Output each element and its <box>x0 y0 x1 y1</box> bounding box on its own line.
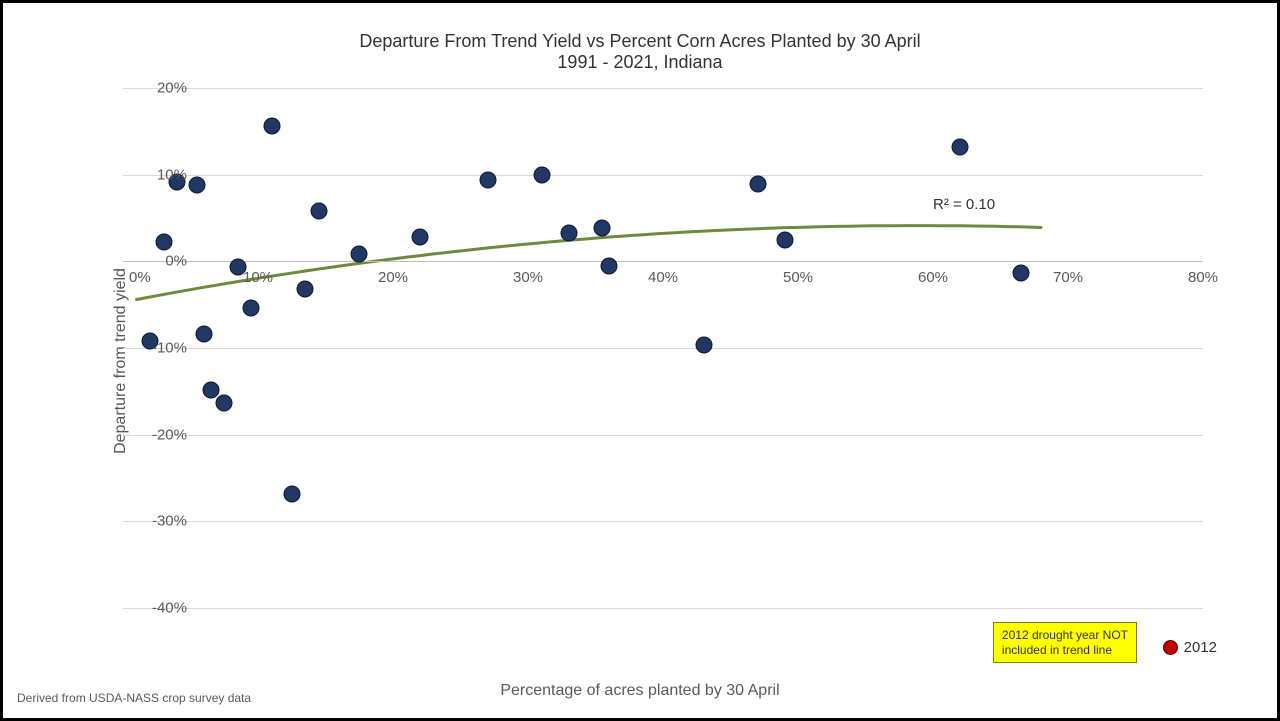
data-point <box>263 118 280 135</box>
data-point <box>695 336 712 353</box>
legend-note-line-2: included in trend line <box>1002 643 1112 657</box>
data-point <box>776 231 793 248</box>
data-point <box>601 257 618 274</box>
data-point <box>202 381 219 398</box>
x-tick-label: 20% <box>378 269 408 286</box>
data-point <box>412 229 429 246</box>
chart-title: Departure From Trend Yield vs Percent Co… <box>3 31 1277 73</box>
data-point <box>189 177 206 194</box>
data-point <box>216 395 233 412</box>
x-tick-label: 60% <box>918 269 948 286</box>
data-point <box>1012 265 1029 282</box>
data-point <box>560 224 577 241</box>
x-tick-label: 80% <box>1188 269 1218 286</box>
data-point <box>351 246 368 263</box>
x-tick-label: 30% <box>513 269 543 286</box>
data-point <box>155 234 172 251</box>
gridline <box>123 608 1203 609</box>
y-tick-label: -30% <box>152 513 187 530</box>
title-line-1: Departure From Trend Yield vs Percent Co… <box>359 31 920 51</box>
y-tick-label: -10% <box>152 340 187 357</box>
y-tick-label: 20% <box>157 80 187 97</box>
data-point <box>297 281 314 298</box>
legend-2012: 2012 <box>1163 639 1217 656</box>
chart-container: Departure From Trend Yield vs Percent Co… <box>0 0 1280 721</box>
x-tick-label: 40% <box>648 269 678 286</box>
legend-note-line-1: 2012 drought year NOT <box>1002 628 1128 642</box>
x-origin-label: 0% <box>129 269 151 286</box>
r-squared-annotation: R² = 0.10 <box>933 196 995 213</box>
y-tick-label: 0% <box>165 253 187 270</box>
plot-area <box>123 88 1203 608</box>
title-line-2: 1991 - 2021, Indiana <box>557 52 722 72</box>
gridline <box>123 435 1203 436</box>
source-footnote: Derived from USDA-NASS crop survey data <box>17 691 251 705</box>
data-point <box>283 485 300 502</box>
y-tick-label: -40% <box>152 600 187 617</box>
x-axis-line <box>123 261 1203 262</box>
x-tick-label: 10% <box>243 269 273 286</box>
x-tick-label: 70% <box>1053 269 1083 286</box>
gridline <box>123 521 1203 522</box>
data-point <box>479 171 496 188</box>
legend-note-box: 2012 drought year NOT included in trend … <box>993 622 1137 663</box>
data-point <box>952 138 969 155</box>
gridline <box>123 88 1203 89</box>
gridline <box>123 175 1203 176</box>
legend-2012-label: 2012 <box>1184 639 1217 656</box>
data-point <box>196 326 213 343</box>
data-point <box>749 176 766 193</box>
data-point <box>243 300 260 317</box>
y-tick-label: -20% <box>152 426 187 443</box>
x-tick-label: 50% <box>783 269 813 286</box>
legend-2012-marker-icon <box>1163 640 1178 655</box>
data-point <box>533 166 550 183</box>
gridline <box>123 348 1203 349</box>
y-tick-label: 10% <box>157 166 187 183</box>
data-point <box>310 203 327 220</box>
data-point <box>594 219 611 236</box>
